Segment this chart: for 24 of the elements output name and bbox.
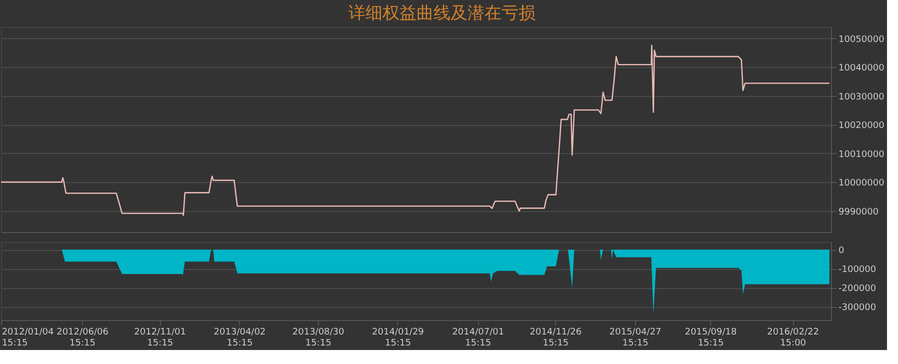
y-tick-label: 9990000 <box>838 207 879 218</box>
x-tick-label: 2014/01/29 15:15 <box>372 328 424 348</box>
y-tick-label: 10020000 <box>838 121 885 132</box>
y-tick-label: -300000 <box>838 303 876 314</box>
y-tick-label: 10050000 <box>838 34 885 45</box>
y-tick-label: -100000 <box>838 265 876 276</box>
chart-title: 详细权益曲线及潜在亏损 <box>348 4 536 24</box>
y-tick-label: 0 <box>838 246 844 256</box>
x-tick-label: 2015/04/27 15:15 <box>609 328 662 348</box>
x-tick-label: 2015/09/18 15:15 <box>684 328 737 348</box>
y-tick-label: -200000 <box>838 284 876 294</box>
x-tick-label: 2014/07/01 15:15 <box>452 328 504 348</box>
y-tick-label: 10030000 <box>838 92 885 102</box>
x-tick-label: 2012/11/01 15:15 <box>134 328 186 348</box>
x-tick-label: 2012/06/06 15:15 <box>56 328 109 348</box>
y-tick-label: 10040000 <box>838 64 885 74</box>
x-tick-label: 2012/01/04 15:15 <box>2 328 54 348</box>
y-tick-label: 10000000 <box>838 178 885 189</box>
x-tick-label: 2013/04/02 15:15 <box>214 328 266 348</box>
x-tick-label: 2014/11/26 15:15 <box>530 328 582 348</box>
x-tick-label: 2016/02/22 15:00 <box>767 328 819 348</box>
x-tick-label: 2013/08/30 15:15 <box>292 328 345 348</box>
line-series <box>1 44 830 216</box>
y-tick-label: 10010000 <box>838 150 885 160</box>
